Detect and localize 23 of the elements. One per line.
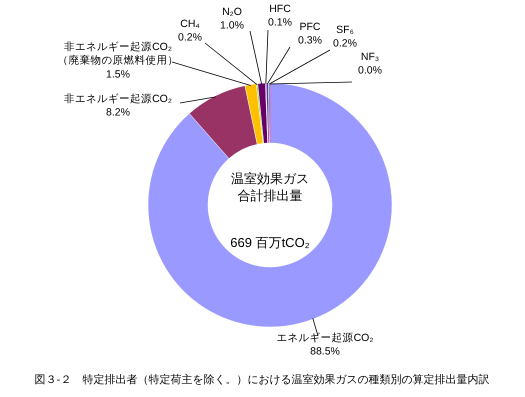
data-label: N₂O [222, 6, 242, 18]
data-label: NF₃ [360, 51, 380, 63]
data-label: 非エネルギー起源CO₂ [64, 93, 172, 105]
title: 図３-２ 特定排出者（特定荷主を除く。）における温室効果ガスの種類別の算定排出量内訳 [34, 374, 490, 386]
data-label: エネルギー起源CO₂ [276, 332, 374, 344]
annotation: 669 百万tCO₂ [230, 235, 310, 250]
annotation: 温室効果ガス [231, 171, 309, 186]
data-label: 0.3% [298, 34, 322, 47]
data-label: 0.2% [333, 38, 357, 50]
data-label: SF₆ [336, 24, 354, 36]
data-label: 88.5% [310, 346, 340, 358]
data-label: 0.2% [178, 32, 202, 44]
data-label: 0.1% [268, 16, 292, 29]
data-label: 1.0% [220, 20, 244, 32]
data-label: 8.2% [106, 106, 130, 119]
data-label: CH₄ [180, 18, 200, 30]
data-label: PFC [300, 21, 320, 33]
data-label: （廃棄物の原燃料使用） [58, 54, 178, 67]
data-label: 0.0% [358, 64, 382, 77]
data-label: 非エネルギー起源CO₂ [64, 41, 172, 53]
annotation: 合計排出量 [238, 188, 302, 203]
data-label: HFC [269, 3, 291, 15]
data-label: 1.5% [106, 68, 130, 80]
